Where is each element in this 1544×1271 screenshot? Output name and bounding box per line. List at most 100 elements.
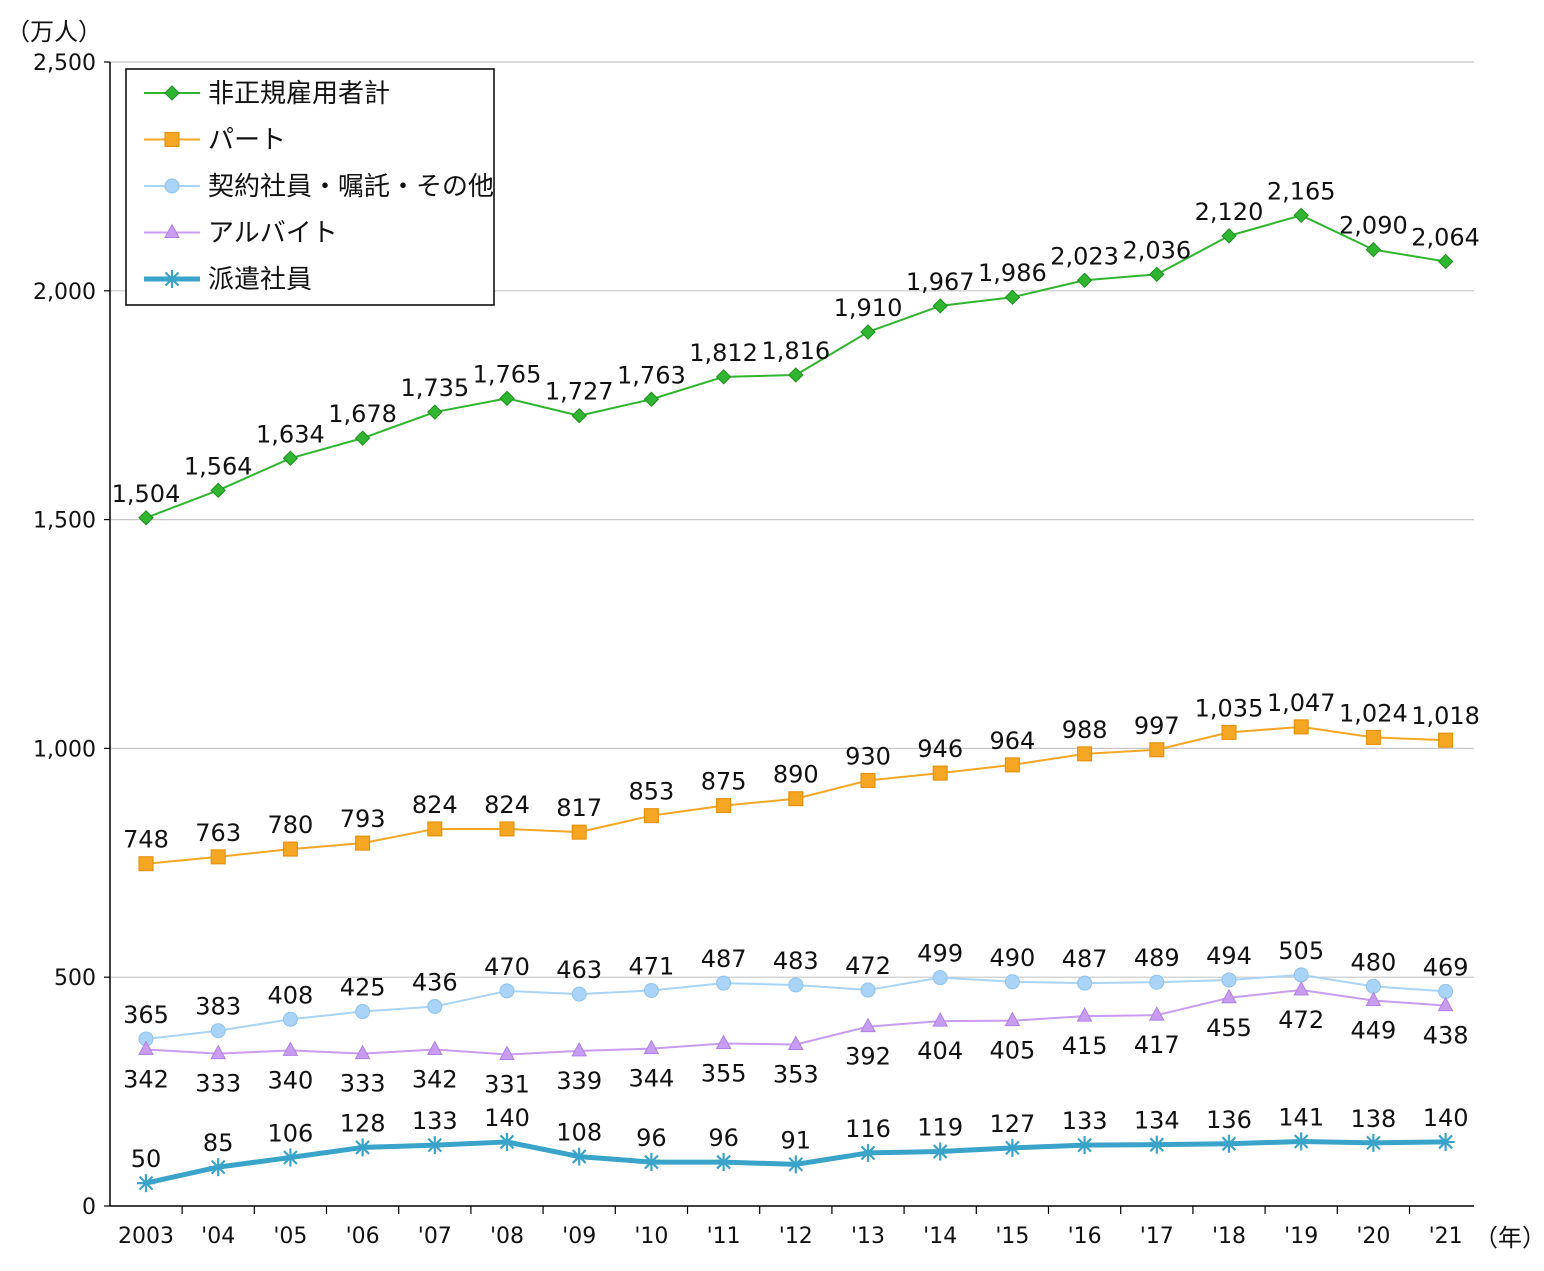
legend-marker	[164, 85, 180, 101]
data-label: 1,910	[834, 294, 903, 322]
data-label: 1,986	[978, 259, 1047, 287]
data-label: 471	[628, 952, 674, 980]
data-label: 470	[484, 953, 530, 981]
data-point	[354, 1044, 371, 1060]
data-label: 344	[628, 1065, 674, 1093]
data-point	[210, 849, 226, 865]
data-label: 748	[123, 826, 169, 854]
y-tick-label: 1,000	[33, 737, 96, 762]
data-point	[786, 1155, 805, 1174]
data-point	[571, 1041, 588, 1057]
data-label: 480	[1350, 948, 1396, 976]
data-point	[1076, 1007, 1093, 1022]
data-point	[1003, 1138, 1022, 1157]
data-label: 2,064	[1411, 224, 1480, 252]
data-point	[643, 1039, 660, 1055]
data-label: 417	[1134, 1031, 1180, 1059]
data-point	[1221, 228, 1237, 244]
data-label: 505	[1278, 937, 1324, 965]
y-tick-layer: 0 500 1,000 1,500 2,000 2,500	[33, 51, 110, 1220]
data-label: 392	[845, 1043, 891, 1071]
data-point	[353, 1138, 372, 1157]
data-label: 1,765	[473, 360, 542, 388]
data-point	[138, 510, 154, 526]
data-point	[282, 450, 299, 466]
y-tick-label: 0	[82, 1195, 96, 1220]
data-point	[1004, 757, 1020, 773]
data-point	[932, 970, 948, 986]
data-point	[716, 798, 732, 814]
data-label: 455	[1206, 1014, 1252, 1042]
data-label: 119	[917, 1114, 963, 1142]
x-tick-label: '04	[201, 1224, 235, 1249]
data-label: 138	[1350, 1105, 1396, 1133]
data-point	[426, 1040, 443, 1056]
data-label: 342	[123, 1066, 169, 1094]
data-point	[1364, 1133, 1383, 1152]
data-point	[1221, 724, 1237, 740]
x-tick-label: '20	[1356, 1224, 1390, 1249]
data-point	[210, 482, 226, 499]
legend-item: パート	[144, 126, 286, 156]
data-label: 425	[340, 974, 386, 1002]
data-label: 824	[484, 791, 530, 819]
data-point	[1221, 988, 1237, 1004]
legend-label: 契約社員・嘱託・その他	[208, 172, 494, 202]
data-label: 383	[195, 993, 241, 1021]
data-label: 1,816	[761, 337, 830, 365]
data-label: 463	[556, 956, 602, 984]
legend-marker	[164, 132, 180, 147]
data-point	[1365, 978, 1381, 994]
legend-label: アルバイト	[208, 219, 338, 249]
data-point	[643, 808, 659, 824]
data-label: 988	[1062, 716, 1108, 744]
data-point	[1075, 1136, 1094, 1155]
data-point	[1147, 1135, 1166, 1154]
data-point	[210, 1023, 226, 1039]
data-label: 1,047	[1267, 689, 1336, 717]
legend-item: 契約社員・嘱託・その他	[144, 172, 494, 202]
series-3	[138, 967, 1454, 1047]
data-label: 408	[267, 981, 313, 1009]
data-point	[425, 1136, 444, 1155]
data-point	[355, 1004, 371, 1020]
data-label: 1,967	[906, 268, 975, 296]
data-point	[427, 998, 443, 1014]
data-label: 438	[1423, 1022, 1469, 1050]
data-point	[1004, 1011, 1021, 1027]
data-point	[1077, 975, 1093, 991]
data-label: 875	[701, 768, 747, 796]
data-point	[932, 765, 948, 781]
x-tick-label: '05	[273, 1224, 307, 1249]
data-label: 331	[484, 1071, 530, 1099]
x-tick-layer: 2003 '04 '05 '06 '07 '08 '09 '10 '11 '12 '13 '14 '15…	[118, 1206, 1463, 1249]
data-label: 96	[708, 1124, 739, 1152]
data-point	[499, 983, 515, 999]
data-label: 116	[845, 1115, 891, 1143]
data-point	[1149, 974, 1165, 990]
data-point	[570, 1147, 589, 1166]
data-label: 96	[636, 1124, 667, 1152]
data-point	[932, 1012, 949, 1027]
data-label: 355	[701, 1060, 747, 1088]
data-label: 2,165	[1267, 177, 1336, 205]
data-label: 964	[989, 727, 1035, 755]
data-point	[715, 1034, 732, 1050]
data-label: 340	[267, 1066, 313, 1094]
data-point	[499, 821, 515, 837]
data-label: 2,090	[1339, 212, 1408, 240]
data-label: 793	[340, 805, 386, 833]
series-layer	[137, 207, 1455, 1193]
data-label: 415	[1062, 1032, 1108, 1060]
data-point	[1293, 980, 1310, 996]
x-tick-label: '19	[1284, 1224, 1318, 1249]
data-label: 141	[1278, 1103, 1324, 1131]
data-label: 333	[195, 1070, 241, 1098]
data-label: 930	[845, 742, 891, 770]
data-label: 1,564	[184, 452, 253, 480]
y-tick-label: 1,500	[33, 509, 96, 534]
legend-marker	[164, 223, 180, 238]
legend-marker	[164, 178, 180, 194]
